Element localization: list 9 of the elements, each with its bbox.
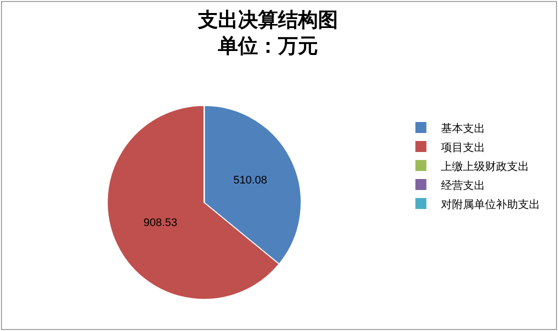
chart-subtitle: 单位：万元 [216,34,318,58]
legend-label: 上缴上级财政支出 [440,160,529,173]
legend-label: 经营支出 [440,178,485,192]
data-label: 908.53 [144,217,178,230]
legend-label: 对附属单位补助支出 [440,198,540,211]
legend-label: 项目支出 [440,140,485,154]
data-label: 510.08 [233,174,268,187]
chart-title: 支出决算结构图 [196,10,338,32]
legend-label: 基本支出 [440,122,485,135]
